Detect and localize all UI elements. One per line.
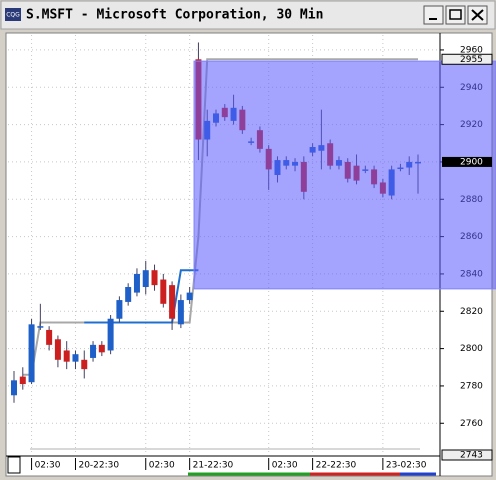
x-tick-label: 22-22:30	[316, 461, 357, 471]
maximize-button[interactable]	[445, 5, 466, 25]
candle-body	[28, 324, 35, 383]
zone	[193, 60, 496, 290]
y-tick-label: 2800	[460, 344, 483, 354]
x-tick-label: 02:30	[35, 461, 61, 471]
candle-body	[186, 292, 193, 301]
close-button[interactable]	[467, 5, 488, 25]
last-price-marker	[442, 156, 492, 167]
app-icon-label: CQG	[6, 12, 20, 19]
minimize-button[interactable]	[423, 5, 444, 25]
title-bar	[0, 0, 496, 30]
candle-body	[142, 270, 149, 287]
candle-body	[169, 285, 176, 319]
candle-body	[37, 326, 44, 328]
app-icon[interactable]	[5, 8, 21, 21]
scroll-box[interactable]	[7, 456, 21, 474]
candle-body	[19, 376, 26, 385]
candle-body	[125, 287, 132, 302]
x-tick-label: 02:30	[149, 461, 175, 471]
price-marker	[441, 53, 493, 65]
candle-body	[54, 339, 61, 360]
x-tick-label: 21-22:30	[193, 461, 234, 471]
candle-body	[90, 344, 97, 358]
last-price-label: 2900	[460, 157, 483, 167]
price-marker	[441, 449, 493, 461]
x-tick-label: 20-22:30	[78, 461, 119, 471]
y-tick-label: 2760	[460, 419, 483, 429]
x-tick-label: 23-02:30	[386, 461, 427, 471]
candle-body	[177, 300, 184, 325]
candle-body	[116, 300, 123, 319]
price-marker-label: 2955	[460, 55, 483, 65]
candle-body	[98, 344, 105, 353]
candle-body	[81, 359, 88, 370]
window-title: S.MSFT - Microsoft Corporation, 30 Min	[26, 8, 323, 23]
x-tick-label: 02:30	[272, 461, 298, 471]
candle-body	[151, 270, 158, 286]
y-tick-label: 2960	[460, 45, 483, 55]
price-marker-label: 2743	[460, 451, 483, 461]
candle-body	[160, 279, 167, 304]
candle-body	[46, 329, 53, 345]
indicator-line	[84, 269, 199, 324]
candle-body	[133, 273, 140, 293]
candle-body	[11, 380, 17, 396]
candle-body	[72, 354, 79, 362]
candle-body	[107, 318, 114, 351]
y-tick-label: 2820	[460, 307, 483, 317]
candle-body	[63, 350, 70, 362]
y-tick-label: 2780	[460, 381, 483, 391]
